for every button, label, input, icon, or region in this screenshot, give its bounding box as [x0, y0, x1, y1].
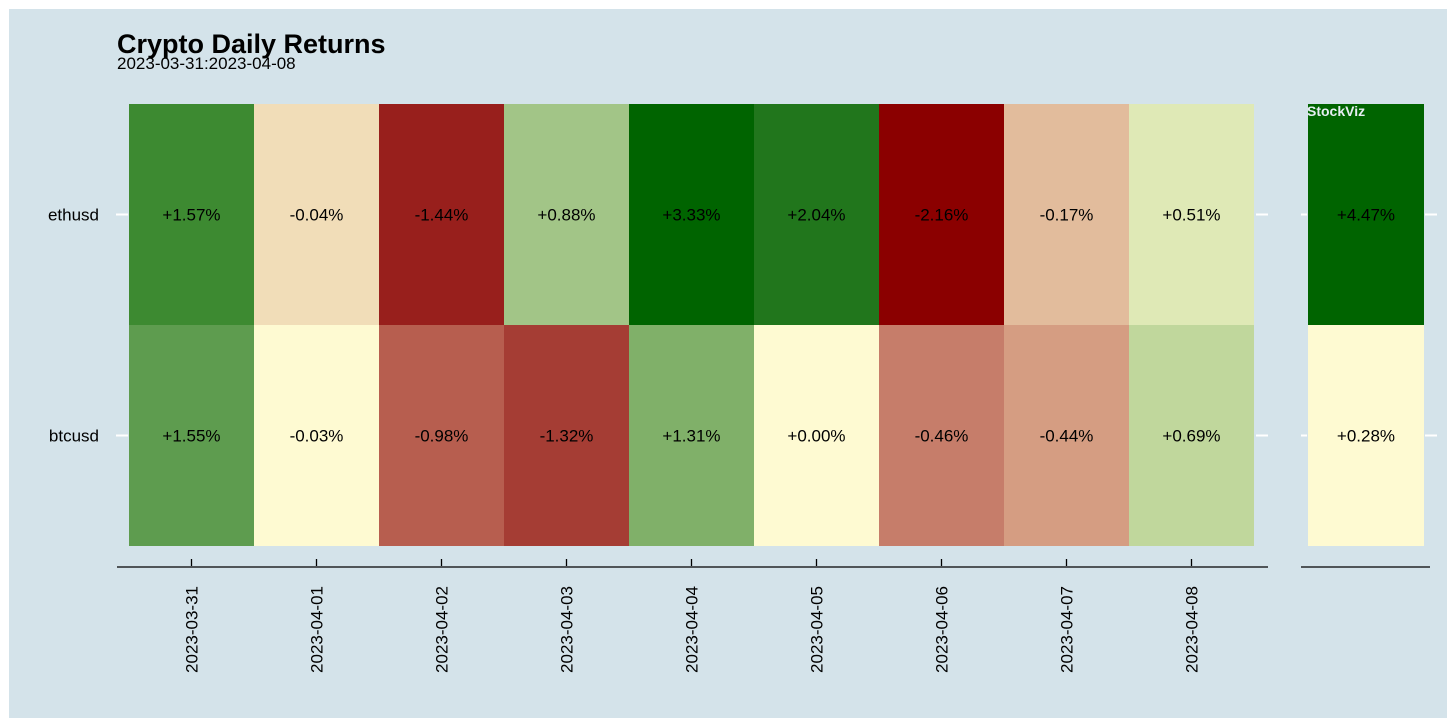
cell-label-ethusd-2023-04-06: -2.16% [915, 206, 969, 225]
cell-label-ethusd-2023-03-31: +1.57% [162, 206, 220, 225]
cell-label-btcusd-2023-04-02: -0.98% [415, 427, 469, 446]
heatmap-cell-ethusd-2023-03-31 [129, 104, 254, 325]
heatmap-cell-btcusd-2023-04-07 [1004, 325, 1129, 546]
x-tick-label-2023-04-06: 2023-04-06 [933, 586, 952, 673]
total-cell-ethusd [1308, 104, 1424, 325]
heatmap-cell-btcusd-2023-04-03 [504, 325, 629, 546]
y-tick-label-ethusd: ethusd [48, 206, 99, 225]
total-panel-cells: +4.47% +0.28% [1308, 104, 1424, 546]
heatmap-cell-ethusd-2023-04-04 [629, 104, 754, 325]
heatmap-cell-ethusd-2023-04-08 [1129, 104, 1254, 325]
chart-subtitle: 2023-03-31:2023-04-08 [117, 54, 296, 73]
cell-label-btcusd-2023-04-08: +0.69% [1162, 427, 1220, 446]
total-cell-btcusd [1308, 325, 1424, 546]
cell-label-ethusd-2023-04-08: +0.51% [1162, 206, 1220, 225]
x-tick-label-2023-04-07: 2023-04-07 [1058, 586, 1077, 673]
cell-label-ethusd-2023-04-04: +3.33% [662, 206, 720, 225]
heatmap-cell-ethusd-2023-04-02 [379, 104, 504, 325]
chart-panel: Crypto Daily Returns 2023-03-31:2023-04-… [9, 9, 1447, 718]
heatmap-cell-btcusd-2023-03-31 [129, 325, 254, 546]
x-tick-label-2023-04-03: 2023-04-03 [558, 586, 577, 673]
x-tick-label-2023-04-04: 2023-04-04 [683, 586, 702, 673]
cell-label-ethusd-2023-04-05: +2.04% [787, 206, 845, 225]
cell-label-btcusd-2023-04-04: +1.31% [662, 427, 720, 446]
total-label-btcusd: +0.28% [1337, 427, 1395, 446]
cell-label-ethusd-2023-04-07: -0.17% [1040, 206, 1094, 225]
heatmap-cell-ethusd-2023-04-06 [879, 104, 1004, 325]
cell-label-btcusd-2023-03-31: +1.55% [162, 427, 220, 446]
heatmap-cell-ethusd-2023-04-07 [1004, 104, 1129, 325]
y-tick-label-btcusd: btcusd [49, 427, 99, 446]
total-label-ethusd: +4.47% [1337, 206, 1395, 225]
heatmap-cells: +1.57% -0.04% -1.44% +0.88% +3.33% +2.04% -2.1… [129, 104, 1254, 546]
heatmap-chart: Crypto Daily Returns 2023-03-31:2023-04-… [48, 29, 1437, 673]
heatmap-cell-ethusd-2023-04-05 [754, 104, 879, 325]
heatmap-cell-btcusd-2023-04-01 [254, 325, 379, 546]
cell-label-ethusd-2023-04-01: -0.04% [290, 206, 344, 225]
cell-label-ethusd-2023-04-02: -1.44% [415, 206, 469, 225]
axes: ethusd btcusd 2023-03-31 2023-04-01 2023-04-… [48, 206, 1437, 673]
x-tick-label-2023-04-08: 2023-04-08 [1183, 586, 1202, 673]
cell-label-ethusd-2023-04-03: +0.88% [537, 206, 595, 225]
cell-label-btcusd-2023-04-05: +0.00% [787, 427, 845, 446]
heatmap-cell-btcusd-2023-04-06 [879, 325, 1004, 546]
cell-label-btcusd-2023-04-07: -0.44% [1040, 427, 1094, 446]
watermark: StockViz [1307, 103, 1365, 119]
cell-label-btcusd-2023-04-03: -1.32% [540, 427, 594, 446]
x-tick-label-2023-04-01: 2023-04-01 [308, 586, 327, 673]
x-tick-label-2023-04-02: 2023-04-02 [433, 586, 452, 673]
cell-label-btcusd-2023-04-06: -0.46% [915, 427, 969, 446]
heatmap-cell-btcusd-2023-04-08 [1129, 325, 1254, 546]
heatmap-cell-btcusd-2023-04-02 [379, 325, 504, 546]
heatmap-cell-ethusd-2023-04-03 [504, 104, 629, 325]
heatmap-cell-btcusd-2023-04-04 [629, 325, 754, 546]
x-tick-label-2023-03-31: 2023-03-31 [183, 586, 202, 673]
chart-title: Crypto Daily Returns [117, 29, 386, 59]
x-tick-label-2023-04-05: 2023-04-05 [808, 586, 827, 673]
heatmap-cell-btcusd-2023-04-05 [754, 325, 879, 546]
heatmap-cell-ethusd-2023-04-01 [254, 104, 379, 325]
cell-label-btcusd-2023-04-01: -0.03% [290, 427, 344, 446]
